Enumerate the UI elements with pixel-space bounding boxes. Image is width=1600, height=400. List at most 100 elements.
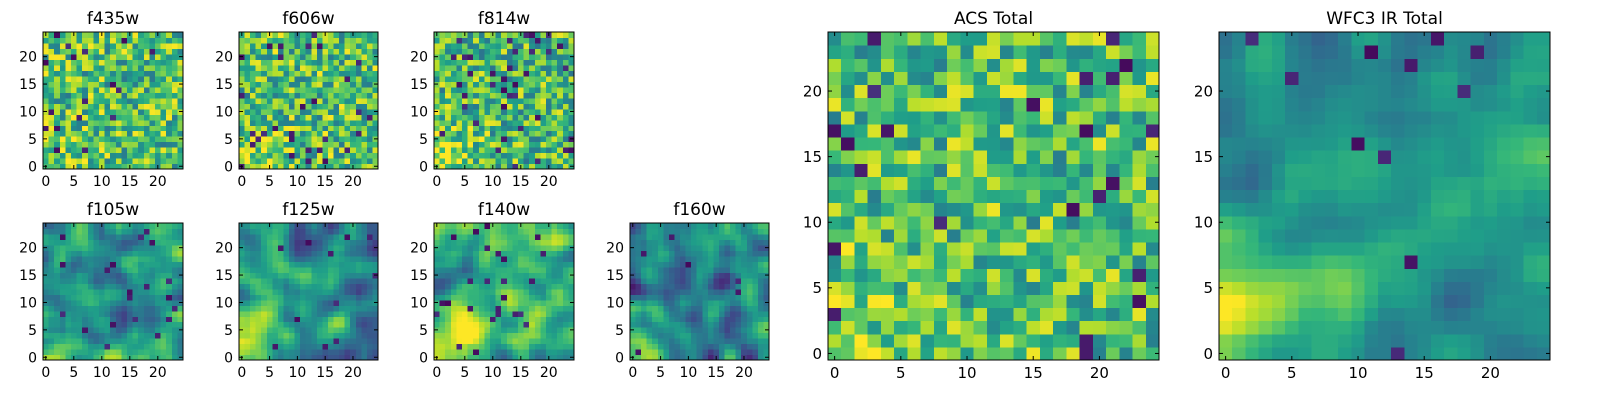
heatmap-cell [93,42,100,50]
heatmap-cell [763,277,770,284]
heatmap-cell [557,37,564,44]
heatmap-cell [674,233,681,241]
heatmap-cell [272,250,279,257]
heatmap-cell [841,176,856,191]
heatmap-cell [76,338,83,345]
heatmap-cell [501,136,508,143]
heatmap-cell [746,305,753,312]
heatmap-cell [635,343,642,350]
heatmap-cell [467,332,474,339]
heatmap-cell [1145,202,1160,217]
heatmap-cell [277,294,285,301]
heatmap-cell [110,239,117,246]
heatmap-cell [702,266,709,273]
heatmap-cell [244,81,251,88]
heatmap-cell [490,288,497,295]
heatmap-cell [255,272,262,279]
heatmap-cell [149,147,156,154]
heatmap-cell [121,250,128,257]
heatmap-cell [149,141,156,148]
heatmap-cell [484,338,491,345]
heatmap-cell [322,261,329,268]
heatmap-cell [691,261,698,268]
heatmap-cell [467,288,474,295]
heatmap-cell [93,53,100,60]
heatmap-cell [132,266,139,273]
heatmap-cell [1132,294,1147,309]
heatmap-cell [121,92,128,99]
heatmap-cells [434,223,575,361]
heatmap-cell [110,283,117,290]
heatmap-cell [540,255,547,262]
heatmap-cell [702,316,709,323]
heatmap-cell [646,233,653,241]
heatmap-cell [702,261,709,268]
heatmap-cell [93,354,100,361]
heatmap-cell [986,333,1001,348]
heatmap-cell [261,250,268,257]
heatmap-cell [115,42,122,50]
heatmap-cell [741,343,748,350]
heatmap-cell [143,294,150,301]
heatmap-cell [289,327,296,334]
heatmap-cell [445,114,452,121]
heatmap-cell [327,108,335,115]
heatmap-cell [518,305,525,312]
heatmap-cell [355,321,362,328]
heatmap-cell [512,266,519,273]
heatmap-cell [434,48,441,55]
heatmap-cell [551,228,558,235]
heatmap-cell [724,266,731,273]
heatmap-cell [490,108,497,115]
heatmap-cell [757,310,765,317]
heatmap-cell [501,294,508,301]
y-tick-label: 15 [606,268,624,284]
heatmap-cell [735,354,742,361]
heatmap-cell [518,316,525,323]
heatmap-cell [1053,176,1067,191]
heatmap-cell [48,108,55,115]
heatmap-cell [1132,307,1147,322]
heatmap-cell [177,86,184,93]
heatmap-cell [82,349,89,356]
heatmap-cell [696,244,703,251]
heatmap-cell [1013,228,1028,243]
heatmap-cell [534,250,541,257]
heatmap-cell [143,97,150,104]
heatmap-cell [255,310,262,317]
heatmap-cell [495,316,502,323]
x-tick-label: 5 [265,365,274,381]
heatmap-cell [540,53,547,60]
heatmap-cell [462,108,469,115]
heatmap-cell [540,316,547,323]
heatmap-cell [65,255,72,262]
heatmap-cell [960,255,975,269]
heatmap-cell [143,75,150,82]
heatmap-cell [166,343,173,350]
heatmap-cell [54,316,61,323]
heatmap-cell [467,316,474,323]
heatmap-cell [305,32,312,39]
heatmap-cell [674,354,681,361]
heatmap-cell [434,97,441,104]
heatmap-cell [540,321,547,328]
heatmap-cell [239,130,246,137]
heatmap-cell [506,316,513,323]
heatmap-cell [467,321,474,328]
heatmap-cell [76,136,83,143]
heatmap-cell [1066,163,1081,177]
heatmap-cell [261,64,268,71]
heatmap-cell [160,163,167,170]
heatmap-cell [43,316,50,323]
heatmap-cell [372,316,379,323]
heatmap-cell [478,250,485,257]
heatmap-cell [546,261,553,268]
heatmap-cell [138,119,145,126]
heatmap-cell [316,64,323,71]
heatmap-cell [115,141,122,148]
heatmap-cell [518,125,525,132]
heatmap-cell [635,310,642,317]
heatmap-cell [149,294,156,301]
heatmap-cell [250,310,257,317]
heatmap-cell [327,349,335,356]
